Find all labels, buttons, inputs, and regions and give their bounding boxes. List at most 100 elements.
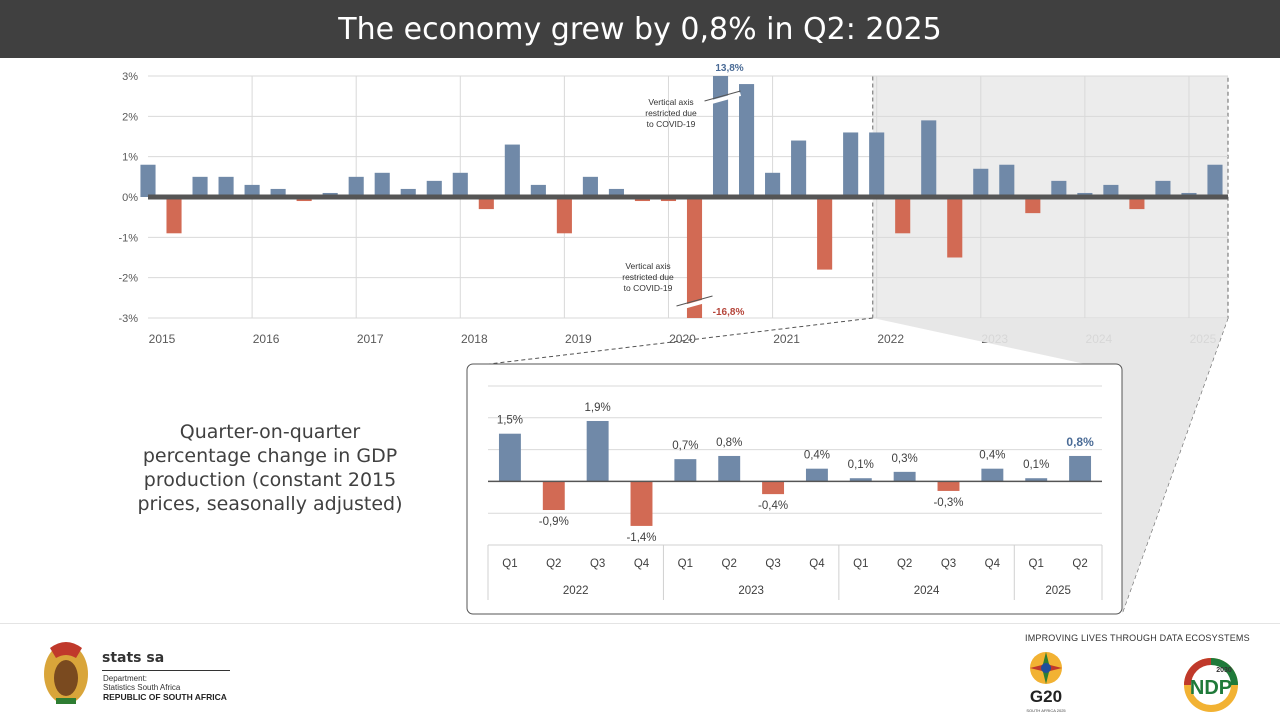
y-tick-label: -1% bbox=[118, 232, 138, 244]
bar bbox=[921, 120, 937, 197]
inset-data-label: -0,9% bbox=[539, 516, 569, 528]
inset-category-label: Q4 bbox=[809, 558, 825, 570]
bar bbox=[1129, 197, 1145, 210]
inset-bar bbox=[762, 481, 785, 495]
inset-data-label: 0,7% bbox=[672, 440, 698, 452]
inset-bar bbox=[805, 468, 828, 482]
dept-line-2: Statistics South Africa bbox=[103, 683, 181, 692]
inset-group-label: 2024 bbox=[914, 585, 940, 597]
inset-data-label: -1,4% bbox=[626, 532, 656, 544]
y-tick-label: 2% bbox=[122, 111, 138, 123]
inset-bar bbox=[937, 481, 960, 491]
bar bbox=[791, 140, 807, 197]
y-tick-label: 0% bbox=[122, 192, 138, 204]
inset-data-label: -0,4% bbox=[758, 500, 788, 512]
year-label: 2019 bbox=[565, 332, 592, 346]
inset-data-label: 0,3% bbox=[892, 453, 918, 465]
inset-category-label: Q3 bbox=[765, 558, 780, 570]
bar bbox=[582, 176, 598, 197]
page-title: The economy grew by 0,8% in Q2: 2025 bbox=[338, 11, 942, 47]
inset-bar bbox=[893, 471, 916, 482]
bar bbox=[973, 168, 989, 197]
caption-line: prices, seasonally adjusted) bbox=[137, 493, 403, 515]
bar bbox=[895, 197, 911, 234]
inset-category-label: Q1 bbox=[678, 558, 693, 570]
g20-label: G20 bbox=[1030, 687, 1062, 706]
caption-line: Quarter-on-quarter bbox=[179, 421, 361, 443]
bar bbox=[843, 132, 859, 197]
peak-label: 13,8% bbox=[715, 63, 743, 74]
bar bbox=[947, 197, 963, 258]
inset-data-label: 0,8% bbox=[716, 437, 742, 449]
bar bbox=[1103, 184, 1119, 197]
covid-note-upper: Vertical axis bbox=[648, 97, 693, 107]
year-label: 2021 bbox=[773, 332, 800, 346]
inset-bar bbox=[1025, 478, 1048, 482]
bar bbox=[712, 76, 729, 197]
inset-data-label: 0,1% bbox=[1023, 459, 1049, 471]
dept-line-1: Department: bbox=[103, 674, 148, 683]
y-tick-label: 1% bbox=[122, 152, 138, 164]
bar bbox=[426, 180, 442, 197]
inset-chart: 1,5% Q1 -0,9% Q2 1,9% Q3 -1,4% Q4 0,7% Q1 0,8% Q2 -0… bbox=[466, 363, 1123, 615]
inset-category-label: Q2 bbox=[1072, 558, 1087, 570]
year-label: 2020 bbox=[669, 332, 696, 346]
inset-category-label: Q2 bbox=[722, 558, 737, 570]
year-label: 2015 bbox=[149, 332, 176, 346]
axis-break-upper-line bbox=[704, 90, 741, 102]
bar bbox=[400, 188, 416, 197]
chart-caption: Quarter-on-quarter percentage change in … bbox=[110, 420, 430, 516]
year-label: 2016 bbox=[253, 332, 280, 346]
bar bbox=[452, 172, 468, 197]
caption-line: production (constant 2015 bbox=[143, 469, 397, 491]
inset-bar bbox=[981, 468, 1004, 482]
covid-note-upper: to COVID-19 bbox=[647, 119, 696, 129]
bar bbox=[817, 197, 833, 270]
bar bbox=[166, 197, 182, 234]
stats-sa-rule bbox=[102, 670, 230, 671]
g20-logo-icon: G20 SOUTH AFRICA 2025 bbox=[1026, 652, 1066, 713]
inset-bar bbox=[674, 459, 697, 482]
zoom-line-left bbox=[488, 317, 873, 365]
bar bbox=[1051, 180, 1067, 197]
axis-break-upper bbox=[703, 92, 742, 106]
bar bbox=[530, 184, 546, 197]
inset-bar bbox=[718, 455, 741, 482]
ndp-year: 2030 bbox=[1216, 667, 1232, 674]
main-chart: 3% 2% 1% 0% -1% -2% -3% 2015 2016 2017 2018 2019 202… bbox=[118, 63, 1229, 346]
bar bbox=[478, 197, 494, 210]
bar bbox=[739, 84, 755, 197]
bar bbox=[218, 176, 234, 197]
inset-category-label: Q3 bbox=[941, 558, 956, 570]
inset-frame bbox=[466, 363, 1123, 615]
inset-bar bbox=[630, 481, 653, 526]
inset-data-label: 0,4% bbox=[979, 450, 1005, 462]
bar bbox=[1025, 197, 1041, 214]
inset-bar bbox=[586, 420, 609, 482]
footer-divider bbox=[0, 623, 1280, 624]
dept-line-3: REPUBLIC OF SOUTH AFRICA bbox=[103, 692, 227, 702]
ndp-label: NDP bbox=[1190, 677, 1232, 699]
inset-category-label: Q1 bbox=[502, 558, 517, 570]
inset-group-label: 2022 bbox=[563, 585, 589, 597]
inset-group-label: 2025 bbox=[1045, 585, 1071, 597]
bar bbox=[556, 197, 572, 234]
bar bbox=[869, 132, 885, 197]
inset-category-label: Q4 bbox=[985, 558, 1001, 570]
covid-note-lower: to COVID-19 bbox=[624, 283, 673, 293]
inset-bar bbox=[1069, 455, 1092, 482]
bar bbox=[765, 172, 781, 197]
bar bbox=[192, 176, 208, 197]
zoom-connector bbox=[488, 317, 1229, 615]
covid-note-lower: Vertical axis bbox=[625, 261, 670, 271]
bar bbox=[270, 188, 286, 197]
bar bbox=[504, 144, 520, 197]
bar bbox=[140, 164, 156, 197]
inset-category-label: Q1 bbox=[853, 558, 868, 570]
y-tick-label: -3% bbox=[118, 313, 138, 325]
zoom-fill bbox=[872, 318, 1228, 614]
footer-tagline: IMPROVING LIVES THROUGH DATA ECOSYSTEMS bbox=[1025, 633, 1250, 643]
coat-of-arms-icon bbox=[44, 642, 88, 704]
trough-label: -16,8% bbox=[713, 307, 745, 318]
